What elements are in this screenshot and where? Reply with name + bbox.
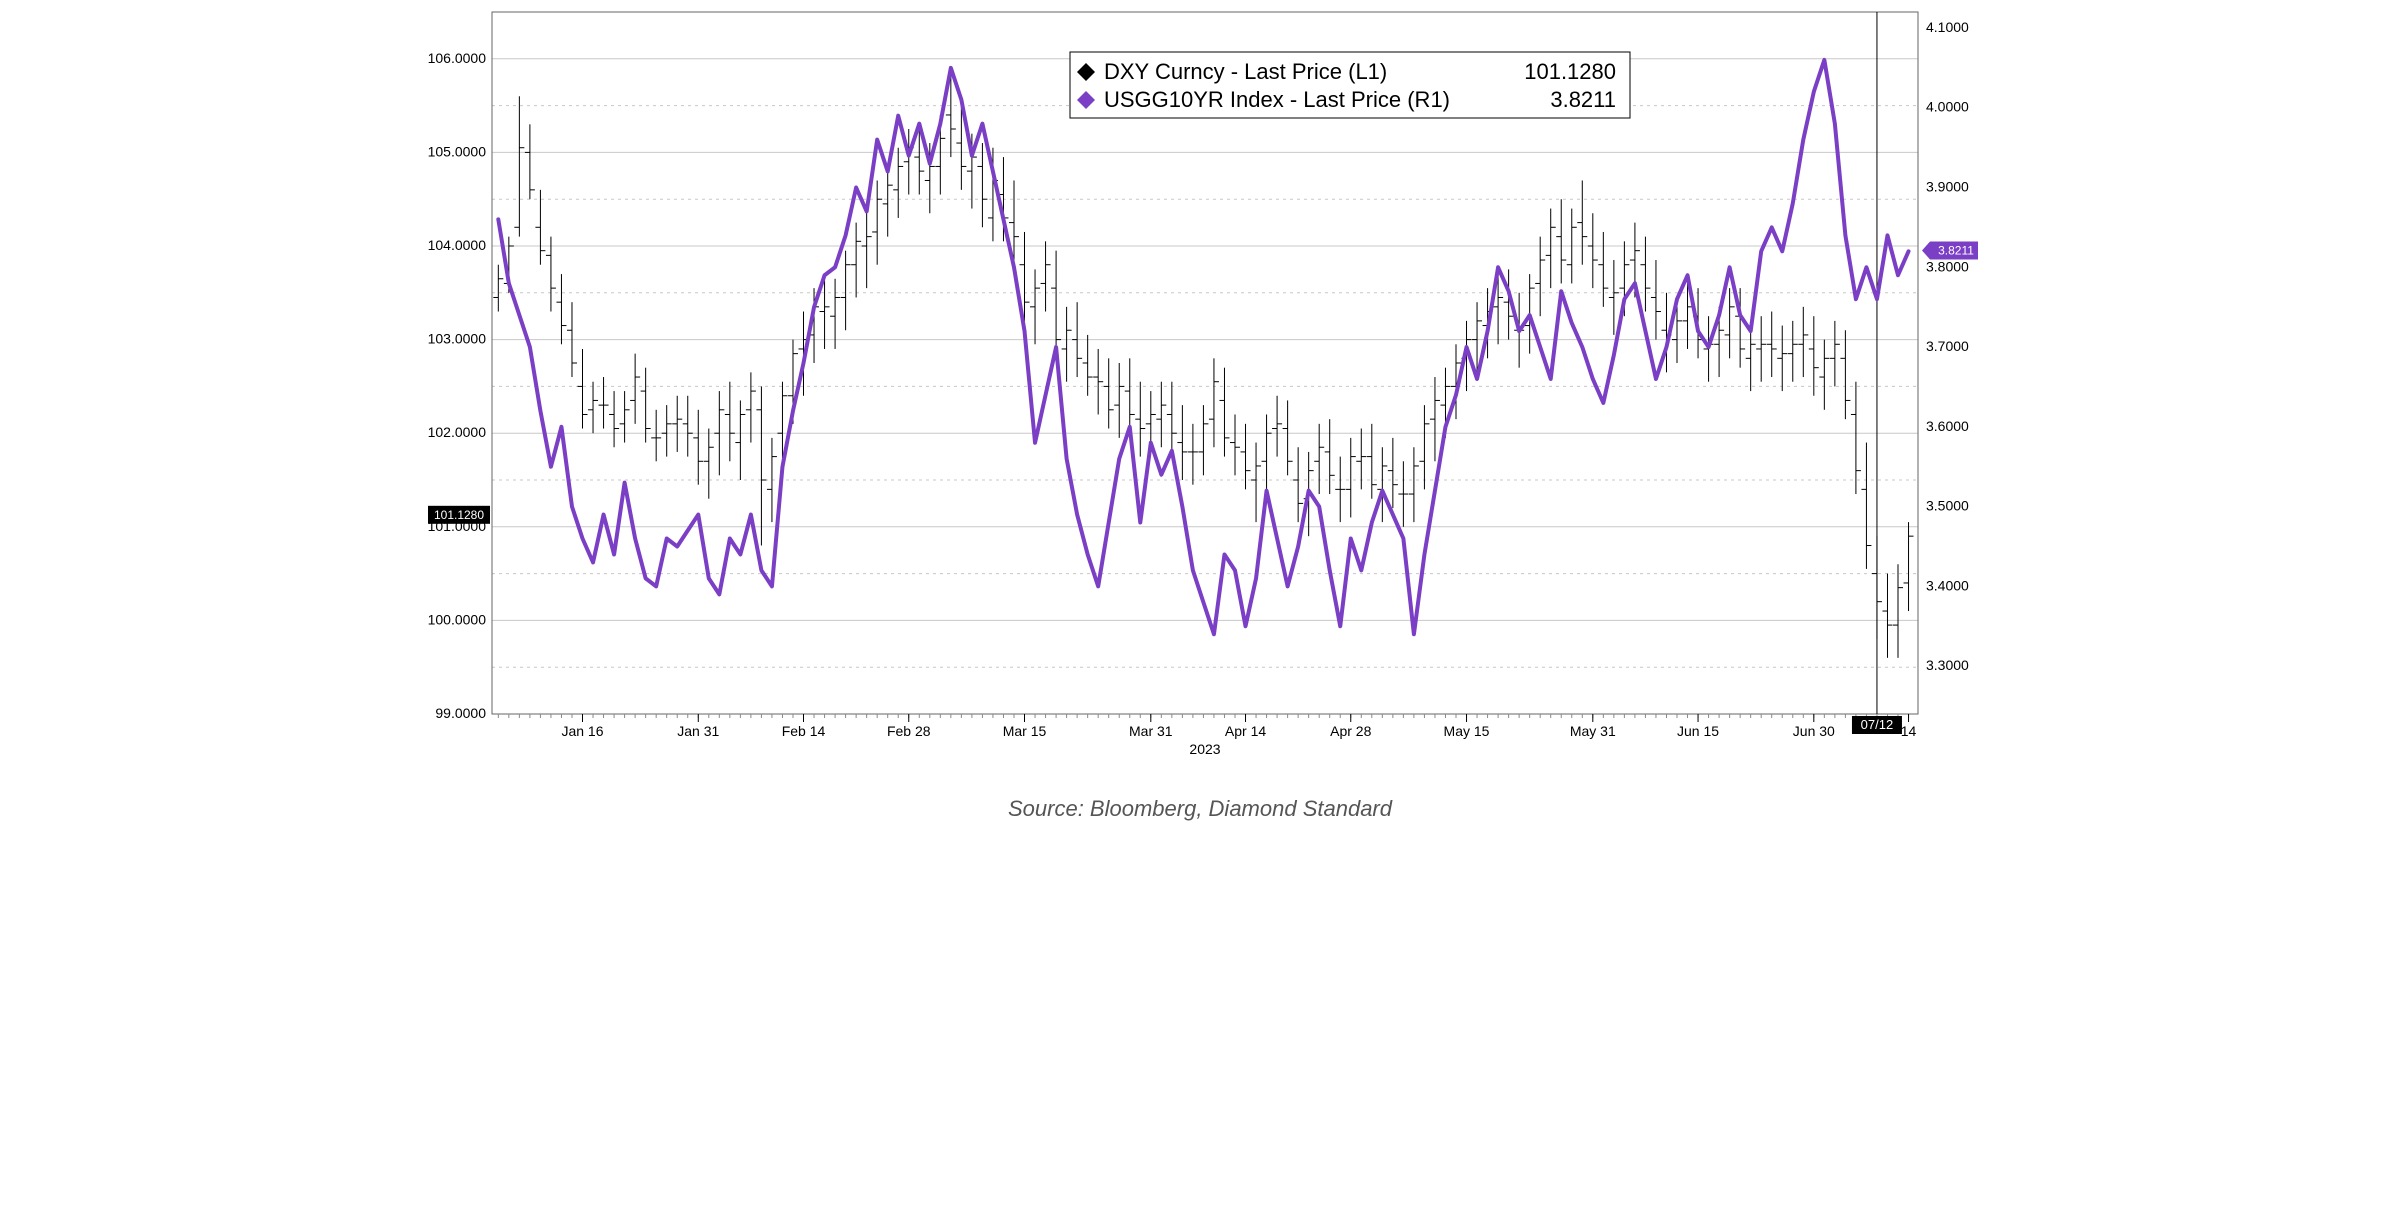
- svg-text:Apr 28: Apr 28: [1330, 723, 1371, 739]
- svg-text:100.0000: 100.0000: [428, 611, 487, 627]
- svg-text:Jun 15: Jun 15: [1677, 723, 1719, 739]
- svg-text:3.8000: 3.8000: [1926, 258, 1969, 274]
- svg-text:106.0000: 106.0000: [428, 50, 487, 66]
- svg-text:102.0000: 102.0000: [428, 424, 487, 440]
- svg-text:Jan 31: Jan 31: [677, 723, 719, 739]
- svg-text:99.0000: 99.0000: [435, 705, 486, 721]
- svg-text:104.0000: 104.0000: [428, 237, 487, 253]
- chart-svg: 99.0000100.0000101.0000102.0000103.00001…: [422, 0, 1978, 790]
- svg-text:2023: 2023: [1189, 741, 1220, 757]
- svg-text:Mar 15: Mar 15: [1003, 723, 1047, 739]
- svg-text:3.8211: 3.8211: [1550, 87, 1616, 112]
- svg-text:101.1280: 101.1280: [434, 508, 484, 522]
- svg-text:May 31: May 31: [1570, 723, 1616, 739]
- svg-text:May 15: May 15: [1444, 723, 1490, 739]
- svg-text:14: 14: [1901, 723, 1917, 739]
- svg-text:3.3000: 3.3000: [1926, 657, 1969, 673]
- svg-text:07/12: 07/12: [1861, 717, 1894, 732]
- svg-text:3.7000: 3.7000: [1926, 338, 1969, 354]
- legend: DXY Curncy - Last Price (L1) 101.1280 USGG…: [1070, 52, 1630, 118]
- svg-text:4.0000: 4.0000: [1926, 99, 1969, 115]
- svg-text:103.0000: 103.0000: [428, 331, 487, 347]
- svg-text:DXY Curncy - Last Price (L1): DXY Curncy - Last Price (L1): [1104, 59, 1387, 84]
- svg-text:101.1280: 101.1280: [1524, 59, 1616, 84]
- svg-text:3.4000: 3.4000: [1926, 577, 1969, 593]
- source-caption: Source: Bloomberg, Diamond Standard: [0, 796, 2400, 822]
- svg-text:Feb 28: Feb 28: [887, 723, 931, 739]
- svg-text:3.8211: 3.8211: [1938, 243, 1974, 257]
- svg-text:Jan 16: Jan 16: [561, 723, 603, 739]
- svg-text:3.9000: 3.9000: [1926, 179, 1969, 195]
- price-chart: 99.0000100.0000101.0000102.0000103.00001…: [422, 0, 1978, 790]
- svg-text:3.6000: 3.6000: [1926, 418, 1969, 434]
- svg-text:Mar 31: Mar 31: [1129, 723, 1173, 739]
- svg-text:USGG10YR Index - Last Price (R: USGG10YR Index - Last Price (R1): [1104, 87, 1450, 112]
- svg-text:3.5000: 3.5000: [1926, 498, 1969, 514]
- svg-text:105.0000: 105.0000: [428, 143, 487, 159]
- svg-text:Jun 30: Jun 30: [1793, 723, 1835, 739]
- svg-text:Apr 14: Apr 14: [1225, 723, 1266, 739]
- svg-text:4.1000: 4.1000: [1926, 19, 1969, 35]
- svg-text:Feb 14: Feb 14: [782, 723, 826, 739]
